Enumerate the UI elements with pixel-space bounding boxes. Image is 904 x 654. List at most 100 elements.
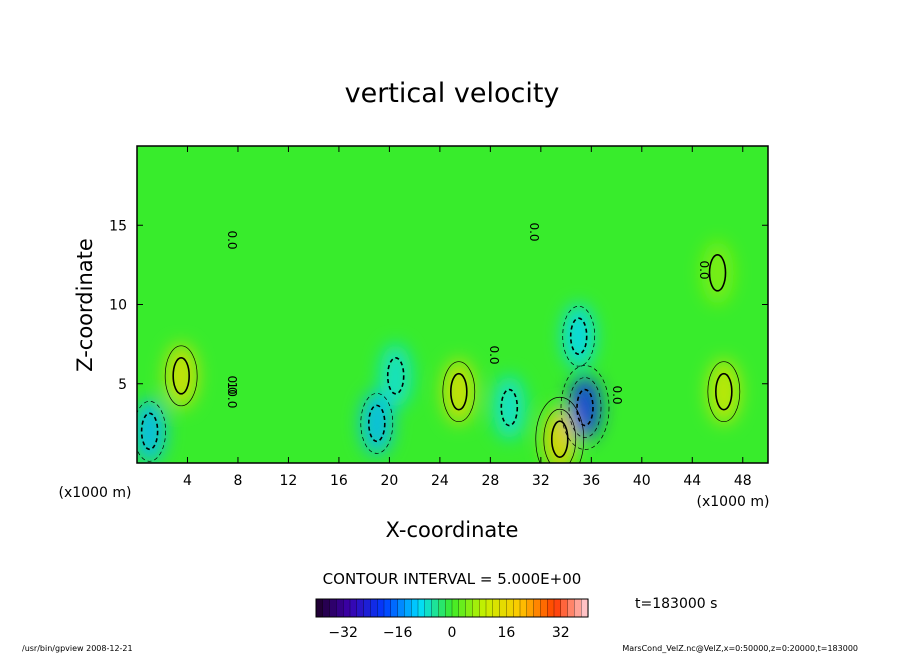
colorbar-cell — [526, 598, 535, 618]
field-feature — [543, 407, 576, 463]
colorbar-cell — [411, 598, 419, 618]
colorbar-cell — [540, 598, 548, 618]
contour-line — [550, 420, 569, 459]
field-feature — [137, 399, 166, 463]
contour-line — [137, 400, 166, 462]
contour-line — [450, 372, 468, 411]
colorbar-cell — [322, 598, 331, 618]
field-feature — [701, 240, 734, 305]
contour-label: 0.0 — [225, 375, 239, 394]
field-feature — [165, 343, 198, 408]
x-tick-label: 36 — [582, 473, 600, 489]
colorbar-cell — [581, 598, 589, 618]
field-feature — [562, 304, 595, 369]
colorbar-cell — [479, 598, 487, 618]
colorbar-cell — [390, 598, 399, 618]
contour-line — [560, 365, 610, 450]
colorbar-cell — [472, 598, 480, 618]
field-feature — [493, 375, 526, 440]
colorbar-cell — [499, 598, 507, 618]
colorbar-cell — [560, 598, 569, 618]
contour-label: 0.0 — [487, 345, 501, 364]
colorbar — [315, 598, 589, 618]
y-tick-label: 10 — [109, 298, 127, 314]
footer-left: /usr/bin/gpview 2008-12-21 — [22, 644, 133, 653]
colorbar-cell — [356, 598, 365, 618]
colorbar-cell — [574, 598, 582, 618]
colorbar-tick-label: −16 — [383, 625, 413, 641]
contour-line — [576, 388, 594, 427]
field-feature — [442, 359, 475, 424]
colorbar-cell — [506, 598, 514, 618]
contour-line — [543, 408, 577, 463]
colorbar-tick-label: 16 — [497, 625, 515, 641]
x-tick-label: 44 — [683, 473, 701, 489]
colorbar-cell — [329, 598, 337, 618]
colorbar-cell — [383, 598, 392, 618]
colorbar-cell — [424, 598, 433, 618]
heatmap-area — [137, 146, 768, 463]
colorbar-cell — [465, 598, 473, 618]
contour-line — [535, 396, 585, 463]
colorbar-cell — [431, 598, 439, 618]
contour-label: 0.0 — [527, 222, 541, 241]
x-unit-left: (x1000 m) — [59, 485, 132, 501]
contour-line — [568, 377, 602, 438]
colorbar-cell — [553, 598, 562, 618]
contour-line — [367, 404, 386, 443]
colorbar-cell — [363, 598, 371, 618]
contour-label: 0.0 — [610, 385, 624, 404]
colorbar-cell — [336, 598, 344, 618]
x-tick-label: 40 — [633, 473, 651, 489]
colorbar-cell — [445, 598, 453, 618]
y-tick-label: 15 — [109, 218, 127, 234]
chart-title: vertical velocity — [345, 78, 560, 109]
x-tick-label: 28 — [481, 473, 499, 489]
x-tick-label: 8 — [233, 473, 242, 489]
x-tick-label: 12 — [280, 473, 298, 489]
contour-line — [707, 361, 741, 423]
colorbar-cell — [404, 598, 412, 618]
contour-line — [442, 361, 476, 423]
colorbar-cell — [519, 598, 528, 618]
x-axis-label: X-coordinate — [386, 518, 519, 542]
contour-line — [708, 253, 727, 292]
colorbar-cell — [343, 598, 351, 618]
field-feature — [569, 375, 602, 440]
contour-line — [569, 317, 588, 356]
y-axis-label: Z-coordinate — [73, 238, 97, 372]
colorbar-cell — [397, 598, 405, 618]
colorbar-tick-label: 0 — [448, 625, 457, 641]
x-tick-label: 32 — [532, 473, 550, 489]
contour-line — [500, 388, 519, 427]
colorbar-cell — [458, 598, 467, 618]
contour-label: 0.0 — [225, 230, 239, 249]
contour-line — [562, 305, 596, 367]
colorbar-cell — [417, 598, 426, 618]
colorbar-cell — [533, 598, 541, 618]
colorbar-cell — [315, 598, 324, 618]
colorbar-cell — [513, 598, 521, 618]
colorbar-tick-label: −32 — [328, 625, 358, 641]
colorbar-cell — [377, 598, 385, 618]
x-unit-right: (x1000 m) — [697, 494, 770, 510]
field-feature — [360, 391, 393, 456]
colorbar-tick-label: 32 — [552, 625, 570, 641]
x-tick-label: 16 — [330, 473, 348, 489]
contour-line — [715, 372, 733, 411]
field-feature — [379, 343, 412, 408]
colorbar-cell — [370, 598, 378, 618]
contour-line — [386, 357, 405, 395]
x-tick-label: 48 — [734, 473, 752, 489]
contour-line — [140, 412, 159, 451]
footer-right: MarsCond_VelZ.nc@VelZ,x=0:50000,z=0:2000… — [622, 644, 858, 653]
contour-label: 0.0 — [697, 260, 711, 279]
field-feature — [707, 359, 740, 424]
y-tick-label: 5 — [118, 377, 127, 393]
colorbar-cell — [485, 598, 494, 618]
time-label: t=183000 s — [635, 596, 717, 612]
x-tick-label: 20 — [380, 473, 398, 489]
colorbar-cell — [567, 598, 575, 618]
contour-interval: CONTOUR INTERVAL = 5.000E+00 — [323, 570, 582, 588]
